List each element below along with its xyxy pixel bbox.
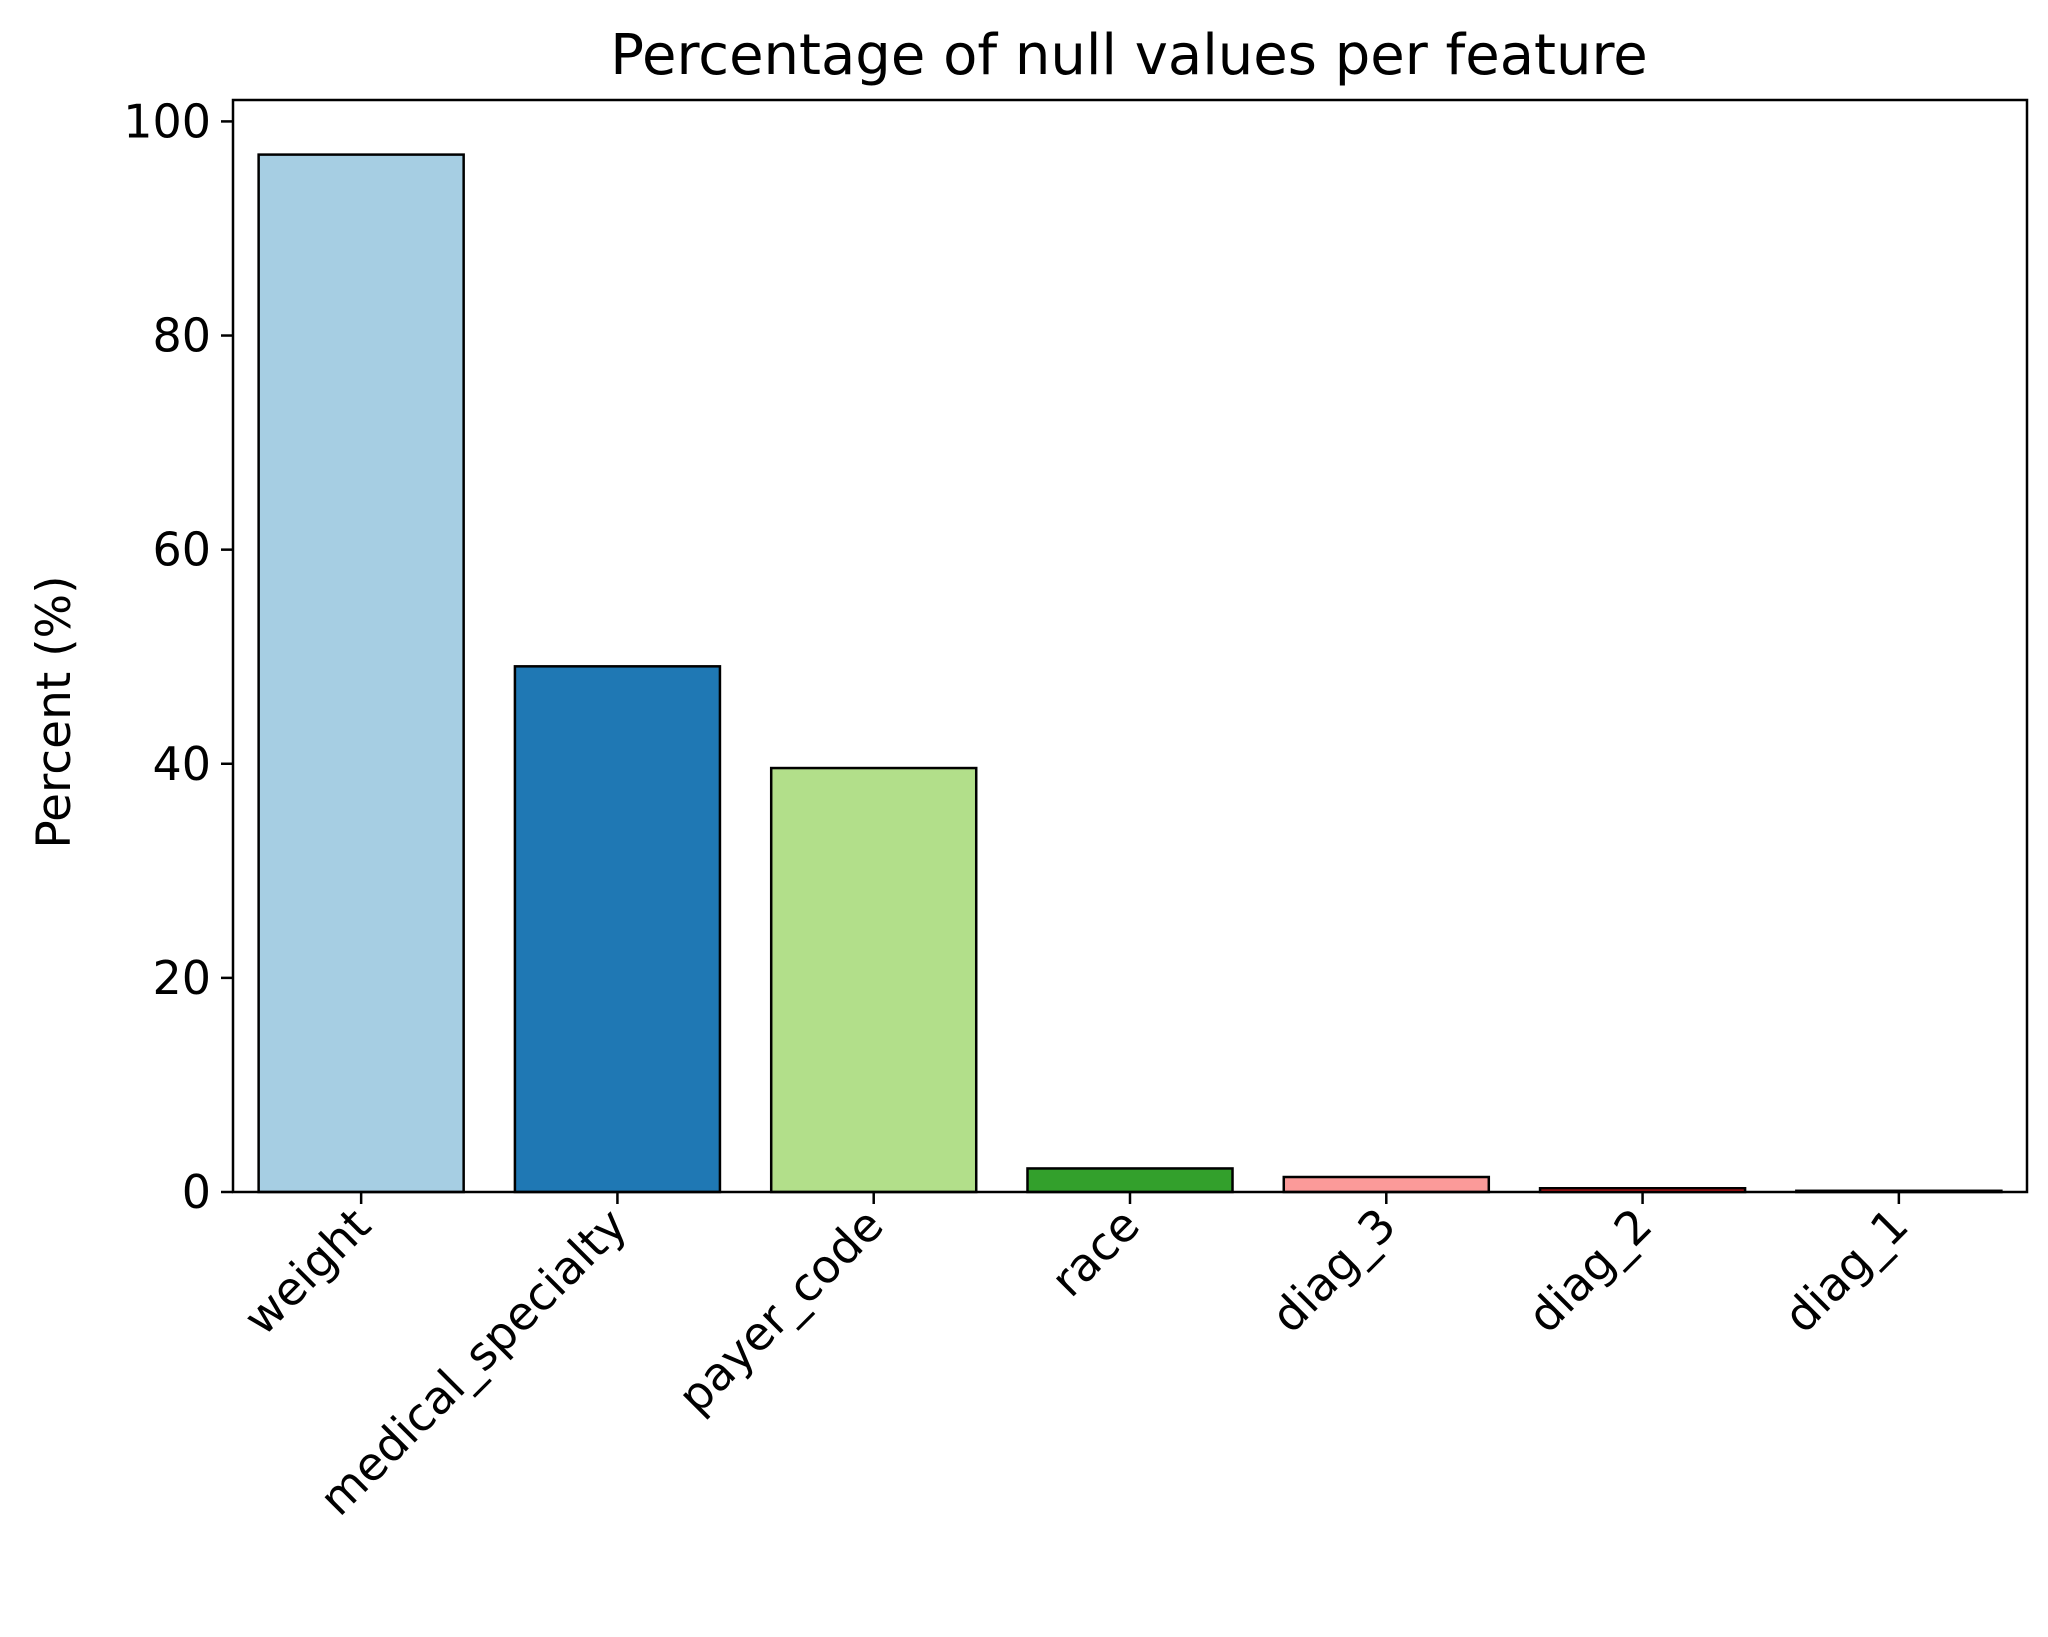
bars-group xyxy=(257,153,2003,1194)
y-tick-label: 80 xyxy=(152,309,211,363)
chart-title: Percentage of null values per feature xyxy=(610,23,1647,88)
x-tick-label: diag_3 xyxy=(1261,1198,1406,1343)
bar-weight xyxy=(257,153,465,1194)
y-tick-label: 100 xyxy=(123,94,211,148)
bar-race xyxy=(1026,1167,1234,1194)
bar-medical-specialty xyxy=(513,665,722,1194)
x-tick-label: weight xyxy=(233,1198,381,1346)
bar-payer-code xyxy=(769,766,978,1194)
y-axis-label: Percent (%) xyxy=(27,575,82,848)
y-tick-label: 0 xyxy=(182,1165,211,1219)
x-tick-label: race xyxy=(1040,1198,1149,1307)
y-tick-label: 60 xyxy=(152,523,211,577)
bar-diag-3 xyxy=(1282,1175,1491,1194)
y-axis: 0 20 40 60 80 100 xyxy=(123,94,233,1219)
x-tick-label: diag_1 xyxy=(1773,1198,1918,1343)
x-tick-label: diag_2 xyxy=(1517,1198,1662,1343)
y-tick-label: 40 xyxy=(152,737,211,791)
y-tick-label: 20 xyxy=(152,951,211,1005)
x-tick-label: payer_code xyxy=(667,1198,893,1424)
plot-frame xyxy=(231,98,2029,1194)
